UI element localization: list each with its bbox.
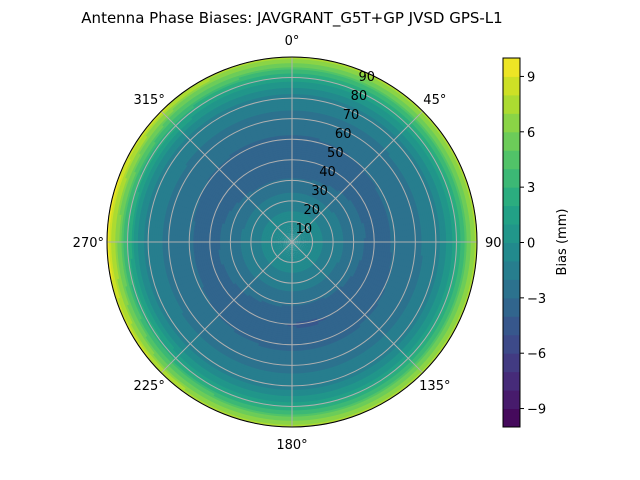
chart-svg: Antenna Phase Biases: JAVGRANT_G5T+GP JV… (0, 0, 640, 480)
chart-title: Antenna Phase Biases: JAVGRANT_G5T+GP JV… (81, 9, 502, 28)
figure: Antenna Phase Biases: JAVGRANT_G5T+GP JV… (0, 0, 640, 480)
